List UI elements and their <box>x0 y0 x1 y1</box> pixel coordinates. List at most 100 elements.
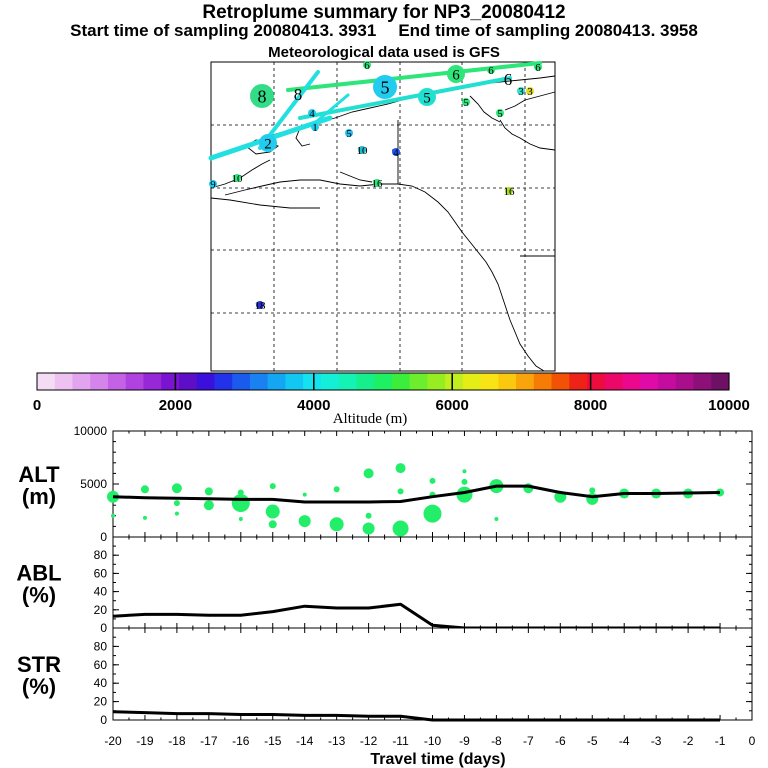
panel-frame <box>112 627 753 721</box>
colorbar-swatch <box>533 373 553 390</box>
colorbar-swatch <box>178 373 198 390</box>
y-tick-label: 0 <box>100 530 107 544</box>
colorbar-swatch <box>232 373 251 390</box>
x-tick-label: -7 <box>523 734 534 748</box>
map-label: 6 <box>535 62 541 74</box>
map-marker <box>345 129 353 137</box>
map-label: 3 <box>527 86 533 98</box>
colorbar-swatch <box>161 373 180 390</box>
colorbar-swatch <box>604 373 624 390</box>
plume-point <box>302 492 307 497</box>
plume-point <box>231 494 250 513</box>
map-marker <box>233 174 241 182</box>
colorbar-swatch <box>498 373 517 390</box>
plume-point <box>298 515 311 528</box>
map-label: 6 <box>504 70 513 89</box>
x-tick-label: -18 <box>168 734 186 748</box>
colorbar-swatch <box>551 373 570 390</box>
x-tick-label: -11 <box>392 734 409 748</box>
map-marker <box>209 180 217 188</box>
colorbar-swatch <box>356 373 375 390</box>
colorbar-frame <box>36 372 730 391</box>
map-label: 10 <box>357 145 369 157</box>
map-marker <box>311 123 319 131</box>
y-tick-label: 0 <box>100 713 107 727</box>
map-label: 5 <box>497 108 503 120</box>
end-time-label: End time of sampling 20080413. 3958 <box>398 21 698 40</box>
map-marker <box>363 61 371 69</box>
map-marker <box>250 84 274 108</box>
map-marker <box>462 98 470 106</box>
x-tick-label: -20 <box>104 734 122 748</box>
chart-title: Retroplume summary for NP3_20080412 <box>202 2 566 23</box>
x-tick-label: -9 <box>459 734 470 748</box>
colorbar-swatch <box>587 373 606 390</box>
x-tick-label: -1 <box>715 734 726 748</box>
colorbar-swatch <box>462 373 482 390</box>
x-tick-label: -4 <box>619 734 630 748</box>
y-tick-label: 60 <box>94 658 108 672</box>
map-frame <box>210 61 556 372</box>
colorbar-tick: 4000 <box>297 397 330 414</box>
panel-alt: 10000 5000 0 ALT(m) <box>18 424 753 544</box>
plume-track-upper <box>286 61 542 92</box>
colorbar-swatch <box>303 373 322 390</box>
colorbar-swatch <box>107 373 127 390</box>
time-series-panels: 1000050000ALT(m)806040200ABL(%)806040200… <box>16 424 755 768</box>
colorbar-swatch <box>480 373 499 390</box>
x-tick-label: -15 <box>264 734 282 748</box>
plume-point <box>140 485 149 494</box>
map-label: 1 <box>312 122 318 134</box>
map-label: 5 <box>423 90 431 106</box>
map-label: 2 <box>264 136 272 152</box>
plume-point <box>171 483 182 494</box>
x-axis-title: Travel time (days) <box>370 751 505 768</box>
plume-point <box>716 488 725 497</box>
map-label: 5 <box>346 128 352 140</box>
map-marker <box>259 134 277 152</box>
altitude-colorbar: 0 2000 4000 6000 8000 10000 Altitude (m) <box>33 372 750 427</box>
plume-point <box>462 469 467 474</box>
y-tick-label: 40 <box>94 676 108 690</box>
series-line-alt <box>112 484 721 504</box>
plume-point <box>173 500 180 507</box>
map-label: 6 <box>488 65 494 77</box>
map-label: 6 <box>452 67 460 83</box>
colorbar-swatch <box>214 373 233 390</box>
colorbar-swatch <box>409 373 428 390</box>
colorbar-swatch <box>125 373 145 390</box>
colorbar-swatch <box>711 373 730 390</box>
colorbar-swatch <box>675 373 695 390</box>
colorbar-swatch <box>374 373 393 390</box>
x-tick-label: -16 <box>232 734 250 748</box>
colorbar-tick: 10000 <box>708 397 750 414</box>
y-tick-label: 40 <box>94 585 108 599</box>
map-marker <box>392 148 400 156</box>
plume-track-middle <box>298 76 512 120</box>
plume-point <box>238 516 243 521</box>
y-axis-unit: (%) <box>22 583 56 608</box>
map-label: 8 <box>294 85 303 104</box>
map-marker <box>418 88 436 106</box>
colorbar-swatch <box>72 373 91 390</box>
colorbar-swatch <box>143 373 162 390</box>
plume-point <box>397 488 404 495</box>
x-tick-label: -17 <box>200 734 218 748</box>
series-line-str <box>112 710 720 722</box>
sampling-times: Start time of sampling 20080413. 3931 End… <box>0 21 768 41</box>
colorbar-swatch <box>196 373 216 390</box>
colorbar-swatch <box>445 373 464 390</box>
plume-point <box>362 522 375 535</box>
plume-point <box>237 489 244 496</box>
map-marker <box>256 301 264 309</box>
x-tick-label: -8 <box>491 734 502 748</box>
plume-point <box>363 468 374 479</box>
plume-point <box>142 515 147 520</box>
map-label: 4 <box>309 108 315 120</box>
plume-point <box>265 504 280 519</box>
colorbar-swatch <box>427 373 446 390</box>
colorbar-swatch <box>267 373 287 390</box>
plume-point <box>461 478 468 485</box>
plume-point <box>392 520 409 537</box>
